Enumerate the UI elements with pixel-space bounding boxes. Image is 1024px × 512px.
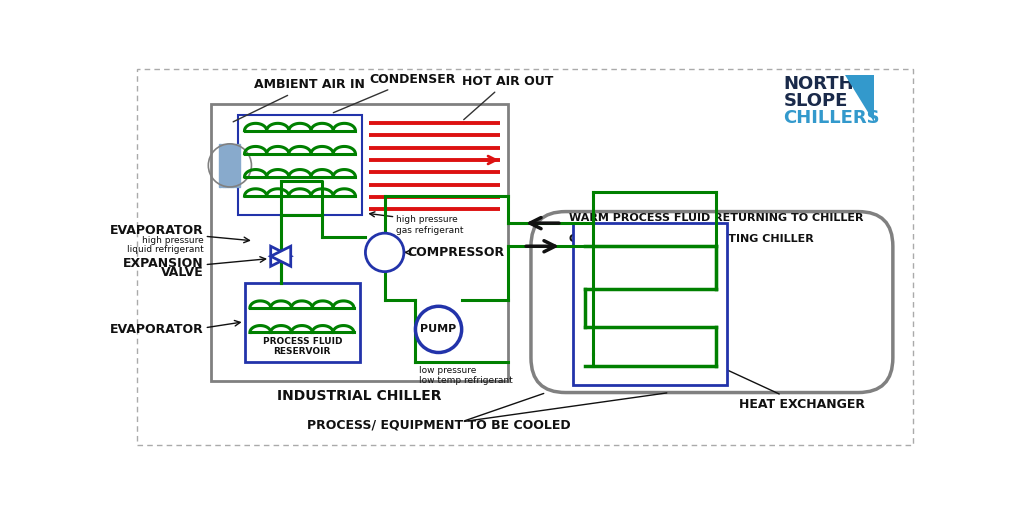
Bar bbox=[239, 115, 361, 216]
FancyBboxPatch shape bbox=[531, 211, 893, 393]
Text: PUMP: PUMP bbox=[421, 325, 457, 334]
Text: CHILLERS: CHILLERS bbox=[783, 109, 881, 127]
Bar bbox=[245, 283, 360, 362]
Text: high pressure
gas refrigerant: high pressure gas refrigerant bbox=[396, 216, 464, 235]
Bar bbox=[211, 104, 508, 381]
Text: AMBIENT AIR IN: AMBIENT AIR IN bbox=[233, 78, 365, 122]
Text: SLOPE: SLOPE bbox=[783, 92, 848, 110]
Text: COLD PROCESS FLUID EXITING CHILLER: COLD PROCESS FLUID EXITING CHILLER bbox=[569, 233, 814, 244]
Circle shape bbox=[366, 233, 403, 272]
Text: COMPRESSOR: COMPRESSOR bbox=[408, 246, 505, 259]
Text: PROCESS/ EQUIPMENT TO BE COOLED: PROCESS/ EQUIPMENT TO BE COOLED bbox=[307, 418, 570, 432]
Text: EXPANSION: EXPANSION bbox=[123, 257, 204, 270]
Text: HEAT EXCHANGER: HEAT EXCHANGER bbox=[695, 355, 865, 411]
Text: INDUSTRIAL CHILLER: INDUSTRIAL CHILLER bbox=[278, 389, 442, 403]
Text: EVAPORATOR: EVAPORATOR bbox=[110, 224, 204, 238]
Text: VALVE: VALVE bbox=[161, 266, 204, 279]
Bar bbox=[573, 223, 727, 385]
Text: HOT AIR OUT: HOT AIR OUT bbox=[462, 75, 553, 120]
Text: EVAPORATOR: EVAPORATOR bbox=[110, 323, 204, 336]
Text: high pressure: high pressure bbox=[142, 237, 204, 245]
Text: liquid refrigerant: liquid refrigerant bbox=[127, 245, 204, 254]
Text: NORTH: NORTH bbox=[783, 75, 854, 93]
Circle shape bbox=[416, 306, 462, 352]
Bar bbox=[219, 144, 221, 187]
Bar bbox=[231, 144, 233, 187]
Text: WARM PROCESS FLUID RETURNING TO CHILLER: WARM PROCESS FLUID RETURNING TO CHILLER bbox=[569, 213, 864, 223]
Bar bbox=[234, 144, 237, 187]
Bar bbox=[222, 144, 224, 187]
Bar bbox=[238, 144, 240, 187]
Polygon shape bbox=[270, 246, 291, 266]
Text: CONDENSER: CONDENSER bbox=[334, 73, 456, 113]
Polygon shape bbox=[845, 75, 874, 121]
Polygon shape bbox=[270, 246, 291, 266]
Text: PROCESS FLUID
RESERVOIR: PROCESS FLUID RESERVOIR bbox=[262, 337, 342, 356]
Bar bbox=[225, 144, 227, 187]
Text: low pressure
low temp refrigerant: low pressure low temp refrigerant bbox=[419, 366, 513, 385]
Bar bbox=[228, 144, 230, 187]
